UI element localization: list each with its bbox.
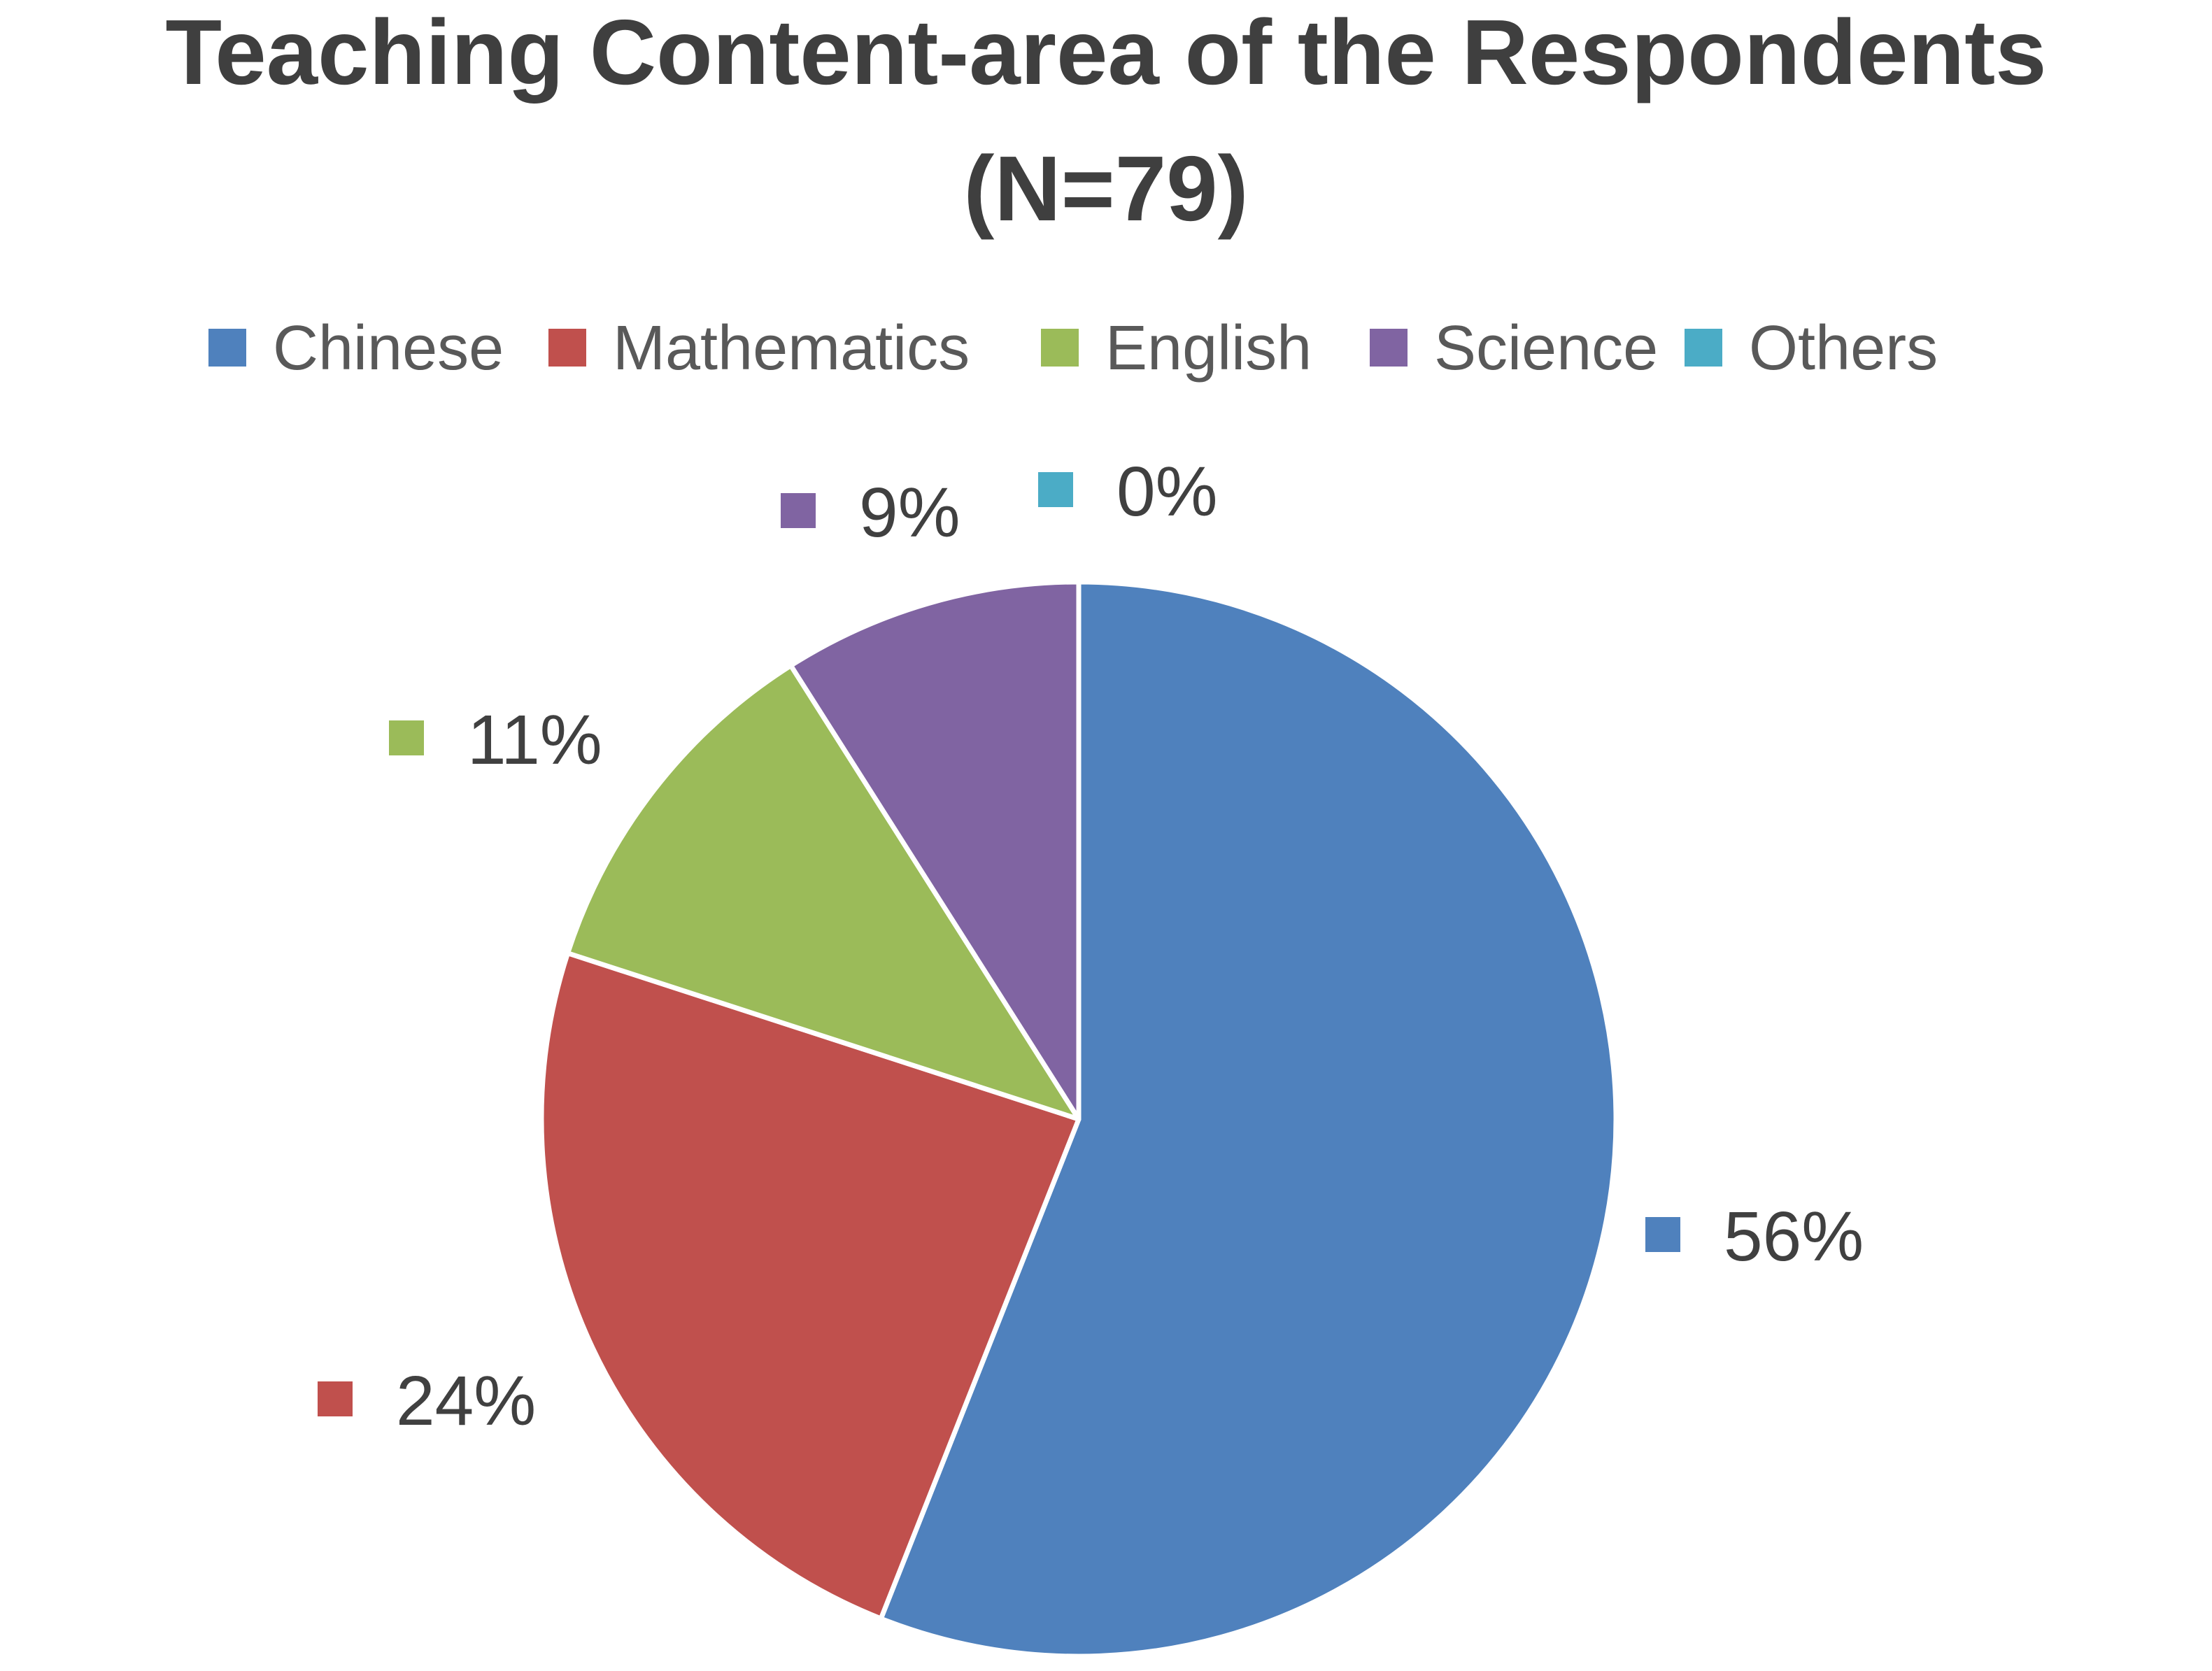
data-label-swatch-english bbox=[389, 720, 424, 755]
legend-label-others: Others bbox=[1749, 313, 1938, 383]
legend-label-english: English bbox=[1105, 313, 1312, 383]
data-label-chinese: 56% bbox=[1724, 1197, 1864, 1276]
data-label-swatch-mathematics bbox=[318, 1381, 353, 1416]
slice-science bbox=[788, 579, 1082, 1122]
legend-label-chinese: Chinese bbox=[273, 313, 504, 383]
chart-subtitle: (N=79) bbox=[963, 137, 1248, 240]
data-label-swatch-chinese bbox=[1645, 1217, 1680, 1252]
legend-swatch-english bbox=[1041, 329, 1079, 367]
legend-swatch-science bbox=[1370, 329, 1408, 367]
legend-label-science: Science bbox=[1434, 313, 1658, 383]
data-labels: 56% 24% 11% 9% 0% bbox=[318, 453, 1864, 1440]
data-label-others: 0% bbox=[1116, 453, 1218, 531]
data-label-english: 11% bbox=[467, 701, 602, 779]
slice-mathematics bbox=[539, 951, 1082, 1621]
legend-swatch-others bbox=[1685, 329, 1722, 367]
slice-chinese bbox=[878, 579, 1619, 1659]
legend: Chinese Mathematics English Science Others bbox=[208, 313, 1938, 383]
data-label-swatch-science bbox=[781, 493, 816, 528]
data-label-swatch-others bbox=[1038, 472, 1073, 507]
chart-title: Teaching Content-area of the Respondents bbox=[165, 1, 2046, 104]
slice-english bbox=[565, 663, 1082, 1122]
legend-swatch-chinese bbox=[208, 329, 246, 367]
data-label-mathematics: 24% bbox=[396, 1362, 536, 1440]
legend-label-mathematics: Mathematics bbox=[613, 313, 970, 383]
data-label-science: 9% bbox=[859, 474, 960, 552]
pie-slices bbox=[539, 579, 1619, 1659]
legend-swatch-mathematics bbox=[548, 329, 586, 367]
